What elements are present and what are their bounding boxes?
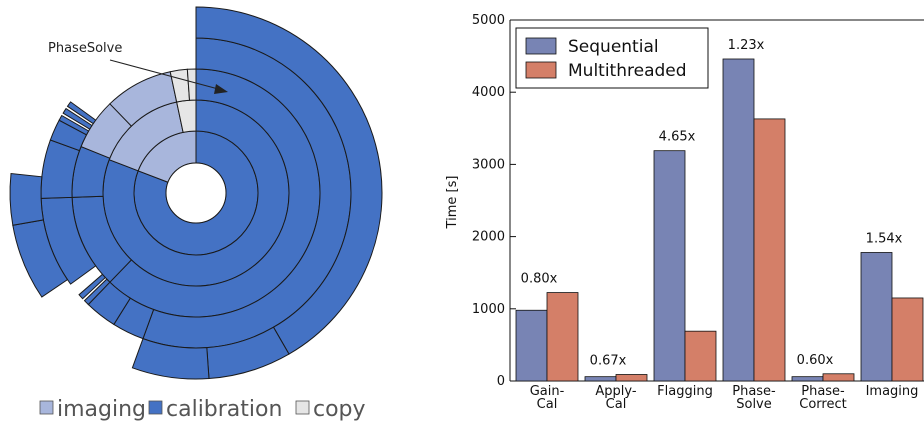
x-tick-label: Cal xyxy=(606,397,627,412)
bar-sequential xyxy=(515,309,548,382)
bar-sequential xyxy=(860,252,893,382)
bar-sequential xyxy=(584,376,617,382)
legend-label-imaging: imaging xyxy=(57,397,146,422)
bar-chart-annotations: 0.80x 0.67x 4.65x 1.23x 0.60x 1.54x xyxy=(521,38,903,369)
sunburst-segment-calibration xyxy=(78,273,107,300)
bar-multithreaded xyxy=(891,297,924,382)
x-tick-label: Imaging xyxy=(866,384,919,399)
sunburst-segments xyxy=(9,6,383,380)
phasesolve-arrow-head xyxy=(214,84,228,94)
speedup-label: 0.80x xyxy=(521,272,558,287)
speedup-label: 1.23x xyxy=(728,38,765,53)
speedup-label: 4.65x xyxy=(659,130,696,145)
y-tick-label: 5000 xyxy=(472,13,505,28)
legend-swatch-calibration xyxy=(148,400,163,415)
bar-sequential xyxy=(722,58,755,382)
legend-label-multithreaded: Multithreaded xyxy=(568,61,687,81)
sunburst-segment-calibration xyxy=(131,338,210,380)
legend-swatch-sequential xyxy=(525,37,557,55)
sunburst-segment-copy xyxy=(186,68,197,101)
x-tick-label: Gain- xyxy=(530,384,565,399)
x-tick-label: Phase- xyxy=(801,384,845,399)
bar-multithreaded xyxy=(822,373,855,382)
bar-chart-legend: Sequential Multithreaded xyxy=(515,27,709,89)
bar-chart-marks xyxy=(515,58,924,382)
y-tick-label: 4000 xyxy=(472,85,505,100)
legend-label-sequential: Sequential xyxy=(568,37,659,57)
bar-multithreaded xyxy=(615,374,648,382)
speedup-label: 0.60x xyxy=(797,353,834,368)
legend-label-calibration: calibration xyxy=(166,397,282,422)
y-tick-label: 1000 xyxy=(472,302,505,317)
sunburst-segment-calibration xyxy=(66,101,97,125)
x-tick-label: Flagging xyxy=(657,384,713,399)
bar-multithreaded xyxy=(546,292,579,382)
phasesolve-callout-label: PhaseSolve xyxy=(48,41,122,56)
bar-sequential xyxy=(791,376,824,382)
legend-swatch-copy xyxy=(295,400,310,415)
legend-label-copy: copy xyxy=(313,397,366,422)
bar-multithreaded xyxy=(684,330,717,382)
y-tick-label: 0 xyxy=(497,374,505,389)
sunburst-segment-calibration xyxy=(58,114,90,136)
x-tick-label: Cal xyxy=(537,397,558,412)
bar-sequential xyxy=(653,150,686,382)
sunburst-segment-calibration xyxy=(62,107,93,130)
x-tick-label: Solve xyxy=(736,397,772,412)
speedup-label: 1.54x xyxy=(866,231,903,246)
sunburst-legend: imaging calibration copy xyxy=(39,397,366,422)
x-tick-label: Apply- xyxy=(595,384,636,399)
legend-swatch-imaging xyxy=(39,400,54,415)
sunburst-segment-calibration xyxy=(9,173,44,226)
y-tick-label: 2000 xyxy=(472,230,505,245)
speedup-label: 0.67x xyxy=(590,354,627,369)
y-tick-label: 3000 xyxy=(472,157,505,172)
phasesolve-callout-arrow xyxy=(109,59,223,91)
sunburst-center-hole xyxy=(165,162,227,224)
bar-chart-axes: 010002000300040005000Gain-CalApply-CalFl… xyxy=(472,13,924,412)
sunburst-chart: PhaseSolve imaging calibration copy xyxy=(9,6,383,422)
sunburst-segment-calibration xyxy=(83,278,111,306)
y-axis-label: Time [s] xyxy=(445,176,460,230)
bar-multithreaded xyxy=(753,118,786,382)
bar-chart: 010002000300040005000Gain-CalApply-CalFl… xyxy=(445,13,924,412)
legend-swatch-multithreaded xyxy=(525,61,557,79)
x-tick-label: Phase- xyxy=(732,384,776,399)
x-tick-label: Correct xyxy=(799,397,846,412)
